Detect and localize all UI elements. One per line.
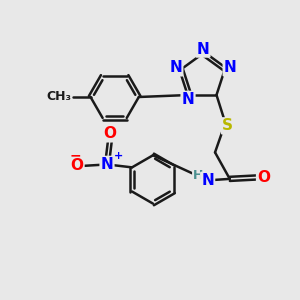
Text: O: O — [103, 126, 116, 141]
Text: CH₃: CH₃ — [46, 91, 71, 103]
Text: O: O — [257, 170, 270, 185]
Text: S: S — [222, 118, 233, 134]
Text: N: N — [169, 60, 182, 75]
Text: O: O — [70, 158, 83, 173]
Text: N: N — [201, 173, 214, 188]
Text: N: N — [100, 157, 113, 172]
Text: H: H — [193, 169, 203, 182]
Text: N: N — [196, 41, 209, 56]
Text: N: N — [224, 60, 236, 75]
Text: −: − — [70, 148, 81, 162]
Text: +: + — [113, 151, 123, 160]
Text: N: N — [182, 92, 194, 107]
